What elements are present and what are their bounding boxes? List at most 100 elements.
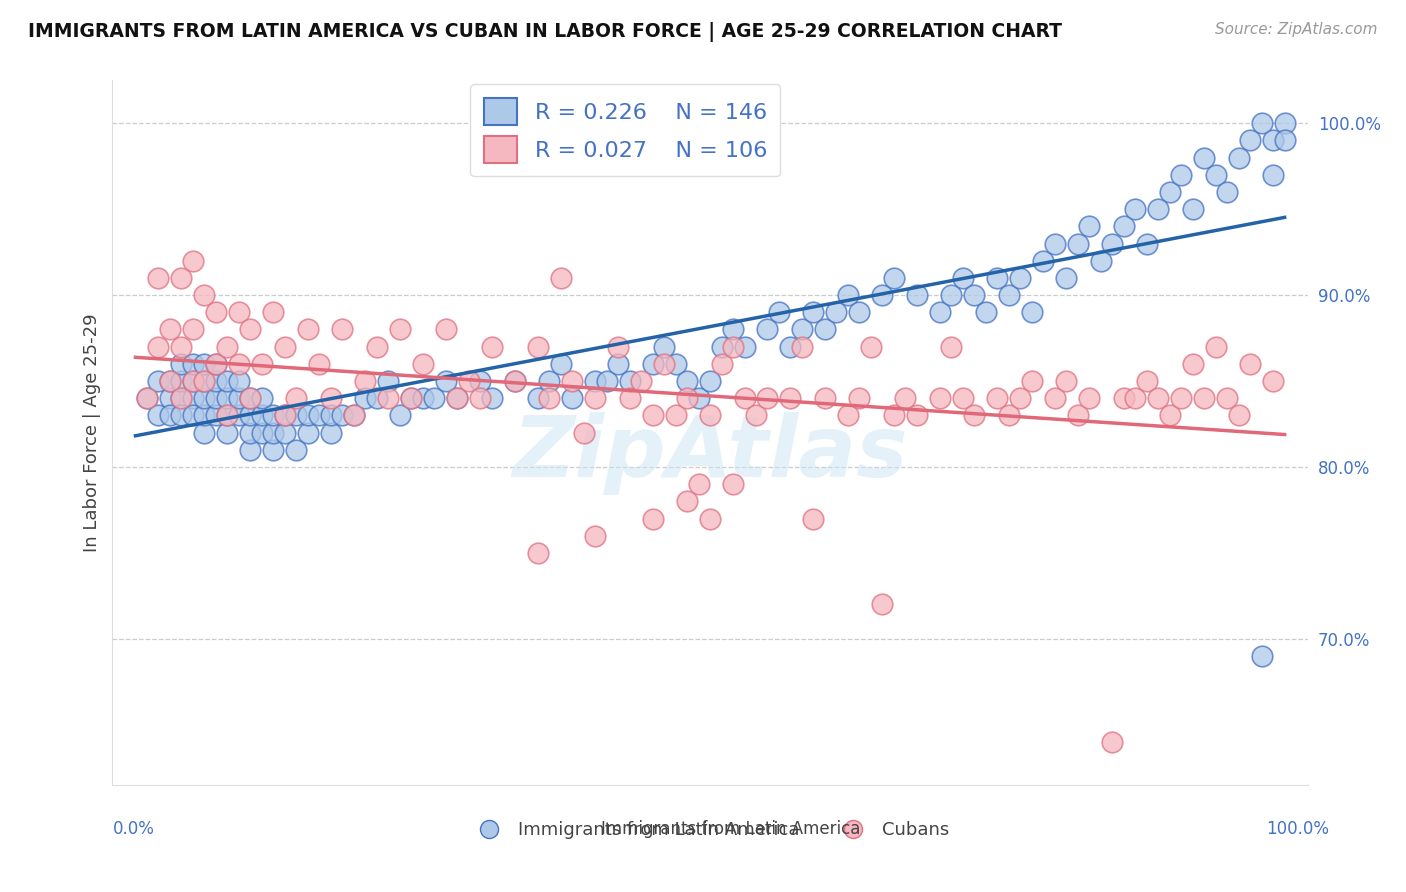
Point	[401, 391, 423, 405]
Point	[664, 357, 686, 371]
Point	[526, 546, 548, 560]
Point	[1101, 735, 1123, 749]
Point	[963, 288, 986, 302]
Point	[676, 494, 699, 508]
Point	[986, 271, 1008, 285]
Point	[872, 288, 894, 302]
Point	[837, 288, 859, 302]
Point	[1159, 185, 1181, 199]
Point	[297, 409, 319, 423]
Point	[1123, 391, 1146, 405]
Point	[1261, 133, 1284, 147]
Point	[412, 391, 434, 405]
Point	[503, 374, 526, 388]
Point	[1010, 391, 1032, 405]
Legend: Immigrants from Latin America, Cubans: Immigrants from Latin America, Cubans	[464, 814, 956, 847]
Point	[1054, 271, 1077, 285]
Point	[1216, 391, 1239, 405]
Point	[239, 391, 262, 405]
Point	[883, 271, 905, 285]
Point	[1205, 168, 1227, 182]
Point	[1181, 202, 1204, 217]
Point	[699, 511, 721, 525]
Point	[779, 340, 801, 354]
Point	[136, 391, 159, 405]
Point	[377, 374, 399, 388]
Point	[1170, 391, 1192, 405]
Point	[1021, 305, 1043, 319]
Point	[974, 305, 997, 319]
Point	[688, 391, 710, 405]
Point	[1261, 168, 1284, 182]
Point	[928, 305, 950, 319]
Point	[434, 322, 457, 336]
Point	[1192, 391, 1215, 405]
Point	[217, 409, 239, 423]
Point	[872, 598, 894, 612]
Point	[1239, 133, 1261, 147]
Point	[1078, 391, 1101, 405]
Point	[721, 322, 744, 336]
Point	[250, 357, 273, 371]
Point	[790, 322, 813, 336]
Point	[848, 391, 870, 405]
Point	[583, 529, 606, 543]
Point	[688, 477, 710, 491]
Point	[205, 305, 228, 319]
Point	[228, 374, 250, 388]
Point	[308, 357, 330, 371]
Point	[319, 391, 342, 405]
Point	[434, 374, 457, 388]
Point	[905, 288, 928, 302]
Point	[583, 391, 606, 405]
Text: IMMIGRANTS FROM LATIN AMERICA VS CUBAN IN LABOR FORCE | AGE 25-29 CORRELATION CH: IMMIGRANTS FROM LATIN AMERICA VS CUBAN I…	[28, 22, 1062, 42]
Point	[285, 409, 308, 423]
Point	[205, 391, 228, 405]
Point	[228, 357, 250, 371]
Point	[388, 409, 411, 423]
Point	[859, 340, 882, 354]
Point	[446, 391, 468, 405]
Point	[676, 391, 699, 405]
Point	[412, 357, 434, 371]
Point	[652, 357, 675, 371]
Point	[170, 391, 193, 405]
Point	[941, 288, 963, 302]
Point	[239, 409, 262, 423]
Point	[1159, 409, 1181, 423]
Point	[641, 409, 664, 423]
Point	[1032, 253, 1054, 268]
Point	[228, 409, 250, 423]
Point	[1205, 340, 1227, 354]
Point	[170, 391, 193, 405]
Point	[814, 391, 837, 405]
Point	[181, 374, 204, 388]
Point	[193, 409, 215, 423]
Point	[205, 357, 228, 371]
Point	[1250, 648, 1272, 663]
Point	[148, 340, 170, 354]
Point	[308, 409, 330, 423]
Point	[181, 391, 204, 405]
Point	[377, 391, 399, 405]
Point	[205, 374, 228, 388]
Point	[894, 391, 917, 405]
Point	[262, 425, 284, 440]
Point	[1250, 116, 1272, 130]
Point	[239, 425, 262, 440]
Point	[1021, 374, 1043, 388]
Point	[825, 305, 848, 319]
Point	[607, 357, 630, 371]
Point	[401, 391, 423, 405]
Point	[205, 357, 228, 371]
Point	[181, 374, 204, 388]
Point	[159, 374, 181, 388]
Text: ZipAtlas: ZipAtlas	[512, 412, 908, 495]
Point	[803, 511, 825, 525]
Point	[550, 271, 572, 285]
Point	[526, 340, 548, 354]
Point	[136, 391, 159, 405]
Point	[470, 391, 492, 405]
Point	[262, 305, 284, 319]
Point	[699, 374, 721, 388]
